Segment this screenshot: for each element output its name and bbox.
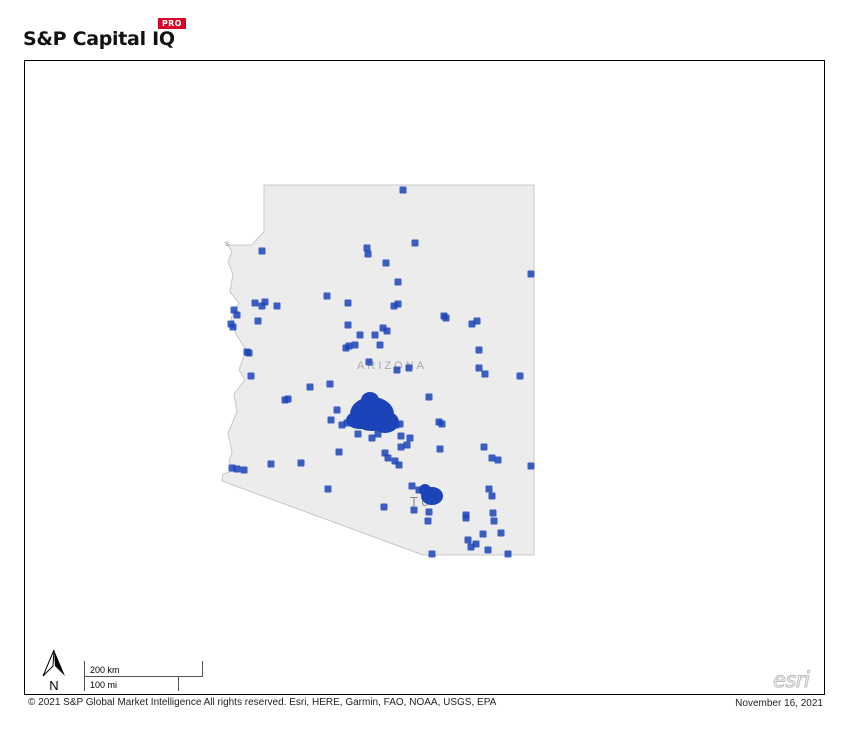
north-label: N [49, 678, 58, 692]
location-marker[interactable] [327, 416, 335, 424]
location-marker[interactable] [475, 364, 483, 372]
location-marker[interactable] [425, 393, 433, 401]
location-marker[interactable] [485, 485, 493, 493]
brand-name: S&P Capital IQ [23, 28, 175, 50]
location-marker[interactable] [396, 420, 404, 428]
location-marker[interactable] [240, 466, 248, 474]
location-marker[interactable] [462, 514, 470, 522]
location-marker[interactable] [479, 530, 487, 538]
location-marker[interactable] [247, 372, 255, 380]
copyright-text: © 2021 S&P Global Market Intelligence Al… [28, 697, 497, 708]
location-marker[interactable] [425, 508, 433, 516]
location-marker[interactable] [408, 482, 416, 490]
location-marker[interactable] [489, 509, 497, 517]
pro-badge: PRO [158, 18, 186, 29]
location-marker[interactable] [484, 546, 492, 554]
location-marker[interactable] [442, 314, 450, 322]
location-marker[interactable] [380, 503, 388, 511]
location-marker[interactable] [384, 454, 392, 462]
location-marker[interactable] [306, 383, 314, 391]
location-marker[interactable] [323, 292, 331, 300]
location-marker[interactable] [504, 550, 512, 558]
location-marker[interactable] [497, 529, 505, 537]
location-marker[interactable] [297, 459, 305, 467]
esri-logo: esri [772, 668, 810, 693]
location-marker[interactable] [251, 299, 259, 307]
location-markers [227, 186, 535, 558]
location-marker[interactable] [229, 323, 237, 331]
location-marker[interactable] [397, 443, 405, 451]
location-marker[interactable] [364, 250, 372, 258]
location-marker[interactable] [527, 462, 535, 470]
location-marker[interactable] [428, 550, 436, 558]
location-marker[interactable] [473, 317, 481, 325]
location-marker[interactable] [267, 460, 275, 468]
scale-bar: 200 km 100 mi [84, 661, 204, 691]
location-marker[interactable] [342, 344, 350, 352]
location-marker[interactable] [351, 341, 359, 349]
location-marker[interactable] [356, 331, 364, 339]
location-marker[interactable] [394, 300, 402, 308]
location-marker[interactable] [488, 492, 496, 500]
location-marker[interactable] [368, 434, 376, 442]
location-marker[interactable] [527, 270, 535, 278]
location-marker[interactable] [394, 278, 402, 286]
location-marker[interactable] [415, 486, 423, 494]
phoenix-metro-cluster [346, 392, 399, 433]
scale-km-label: 200 km [90, 665, 120, 675]
location-marker[interactable] [326, 380, 334, 388]
location-marker[interactable] [490, 517, 498, 525]
location-marker[interactable] [324, 485, 332, 493]
location-marker[interactable] [374, 430, 382, 438]
location-marker[interactable] [333, 406, 341, 414]
north-arrow-icon: N [42, 649, 65, 692]
location-marker[interactable] [382, 259, 390, 267]
report-date: November 16, 2021 [735, 698, 823, 709]
location-marker[interactable] [464, 536, 472, 544]
location-marker[interactable] [438, 420, 446, 428]
location-marker[interactable] [258, 247, 266, 255]
location-marker[interactable] [383, 327, 391, 335]
location-marker[interactable] [371, 331, 379, 339]
location-marker[interactable] [403, 441, 411, 449]
location-marker[interactable] [411, 239, 419, 247]
location-marker[interactable] [516, 372, 524, 380]
location-marker[interactable] [254, 317, 262, 325]
location-marker[interactable] [354, 430, 362, 438]
location-marker[interactable] [405, 364, 413, 372]
location-marker[interactable] [475, 346, 483, 354]
location-marker[interactable] [376, 341, 384, 349]
location-marker[interactable] [363, 244, 371, 252]
location-marker[interactable] [494, 456, 502, 464]
location-marker[interactable] [472, 540, 480, 548]
location-marker[interactable] [245, 349, 253, 357]
location-marker[interactable] [480, 443, 488, 451]
location-marker[interactable] [344, 321, 352, 329]
location-marker[interactable] [233, 311, 241, 319]
location-marker[interactable] [393, 366, 401, 374]
location-marker[interactable] [258, 302, 266, 310]
location-marker[interactable] [488, 454, 496, 462]
edge-label-partial: s [225, 239, 229, 248]
location-marker[interactable] [395, 461, 403, 469]
location-marker[interactable] [399, 186, 407, 194]
location-marker[interactable] [397, 432, 405, 440]
scale-mi-label: 100 mi [90, 680, 118, 690]
location-marker[interactable] [481, 370, 489, 378]
location-marker[interactable] [410, 506, 418, 514]
location-marker[interactable] [335, 448, 343, 456]
location-marker[interactable] [233, 465, 241, 473]
location-marker[interactable] [343, 419, 351, 427]
location-marker[interactable] [344, 299, 352, 307]
location-marker[interactable] [281, 396, 289, 404]
location-marker[interactable] [273, 302, 281, 310]
location-marker[interactable] [436, 445, 444, 453]
location-marker[interactable] [406, 434, 414, 442]
location-marker[interactable] [365, 358, 373, 366]
location-marker[interactable] [424, 517, 432, 525]
